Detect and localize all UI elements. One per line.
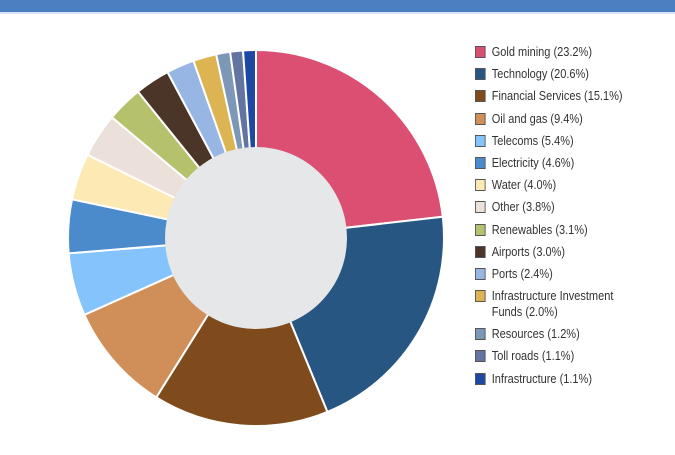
header-bar xyxy=(0,0,675,14)
legend-label: Oil and gas (9.4%) xyxy=(491,111,583,126)
legend-label: Renewables (3.1%) xyxy=(491,222,588,237)
legend-item: Water (4.0%) xyxy=(475,177,647,193)
legend-label: Infrastructure (1.1%) xyxy=(491,371,592,386)
legend-label: Airports (3.0%) xyxy=(491,244,566,259)
legend-swatch xyxy=(475,46,486,58)
legend-swatch xyxy=(475,68,486,81)
legend-swatch xyxy=(475,328,486,341)
donut-hole xyxy=(165,147,347,329)
legend-label: Resources (1.2%) xyxy=(491,327,580,342)
pie-slice-financial-services xyxy=(154,235,329,427)
legend-label: Electricity (4.6%) xyxy=(491,155,575,170)
legend-item: Gold mining (23.2%) xyxy=(475,44,647,60)
legend-swatch xyxy=(475,90,486,103)
legend-swatch xyxy=(475,245,486,258)
legend-label: Other (3.8%) xyxy=(491,200,555,215)
legend-item: Infrastructure Investment Funds (2.0%) xyxy=(475,288,647,320)
legend-item: Toll roads (1.1%) xyxy=(475,348,647,364)
legend-item: Other (3.8%) xyxy=(475,199,647,215)
legend-swatch xyxy=(475,179,486,192)
legend-swatch xyxy=(475,372,486,385)
legend-label: Infrastructure Investment Funds (2.0%) xyxy=(491,289,614,320)
chart-legend: Gold mining (23.2%) Technology (20.6%) Fin… xyxy=(475,44,670,393)
legend-label: Toll roads (1.1%) xyxy=(491,349,575,364)
legend-label: Water (4.0%) xyxy=(491,178,557,193)
legend-item: Oil and gas (9.4%) xyxy=(475,111,647,127)
legend-swatch xyxy=(475,201,486,214)
legend-item: Financial Services (15.1%) xyxy=(475,88,647,104)
legend-label: Ports (2.4%) xyxy=(491,266,553,281)
legend-item: Technology (20.6%) xyxy=(475,66,647,82)
legend-label: Technology (20.6%) xyxy=(491,67,589,82)
legend-item: Telecoms (5.4%) xyxy=(475,133,647,149)
legend-label: Gold mining (23.2%) xyxy=(491,45,592,59)
legend-item: Airports (3.0%) xyxy=(475,244,647,260)
legend-label: Financial Services (15.1%) xyxy=(491,89,623,104)
legend-swatch xyxy=(475,350,486,363)
legend-item: Resources (1.2%) xyxy=(475,326,647,342)
legend-swatch xyxy=(475,156,486,169)
legend-swatch xyxy=(475,267,486,280)
legend-item: Ports (2.4%) xyxy=(475,266,647,282)
legend-item: Renewables (3.1%) xyxy=(475,222,647,238)
legend-item: Electricity (4.6%) xyxy=(475,155,647,171)
legend-swatch xyxy=(475,134,486,147)
legend-swatch xyxy=(475,290,486,303)
legend-swatch xyxy=(475,112,486,125)
legend-swatch xyxy=(475,223,486,236)
legend-item: Infrastructure (1.1%) xyxy=(475,371,647,387)
legend-label: Telecoms (5.4%) xyxy=(491,133,574,148)
